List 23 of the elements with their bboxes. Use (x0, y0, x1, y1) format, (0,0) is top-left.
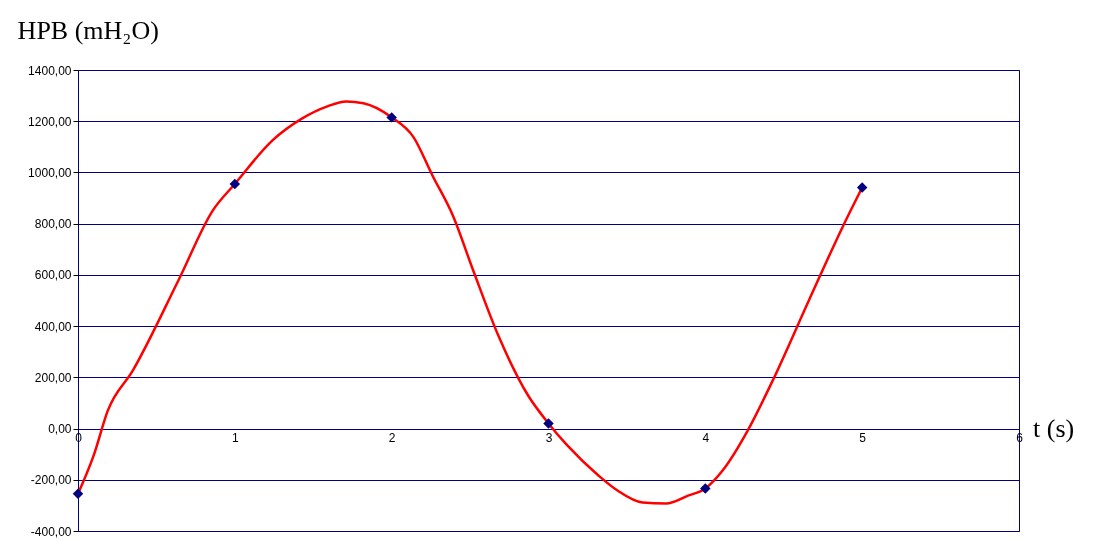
point (856, 182, 868, 193)
x-tick-label: 2 (388, 431, 396, 446)
y-tick-label: 1200,00 (28, 114, 72, 129)
x-tick-label: 4 (702, 431, 710, 446)
x-tick-label: 3 (545, 431, 553, 446)
x-tick-label: 1 (231, 431, 239, 446)
y-axis-title: HPB (mH₂O) (17, 16, 159, 45)
x-tick-label: 5 (859, 431, 867, 446)
y-tick-label: 400,00 (34, 319, 72, 334)
point (229, 178, 241, 190)
point (543, 418, 554, 429)
y-tick-label: 1400,00 (28, 63, 72, 78)
point (700, 483, 711, 494)
x-axis-title: t (s) (1033, 413, 1075, 443)
point (386, 112, 397, 123)
y-tick-label: 1000,00 (28, 165, 72, 180)
y-tick-label: 200,00 (34, 370, 72, 385)
y-tick-label: 800,00 (34, 217, 72, 232)
y-tick-label: 600,00 (34, 268, 72, 283)
y-tick-label: -200,00 (30, 473, 72, 488)
point (72, 488, 84, 500)
y-tick-label: -400,00 (30, 524, 72, 539)
y-tick-label: 0,00 (48, 422, 72, 437)
